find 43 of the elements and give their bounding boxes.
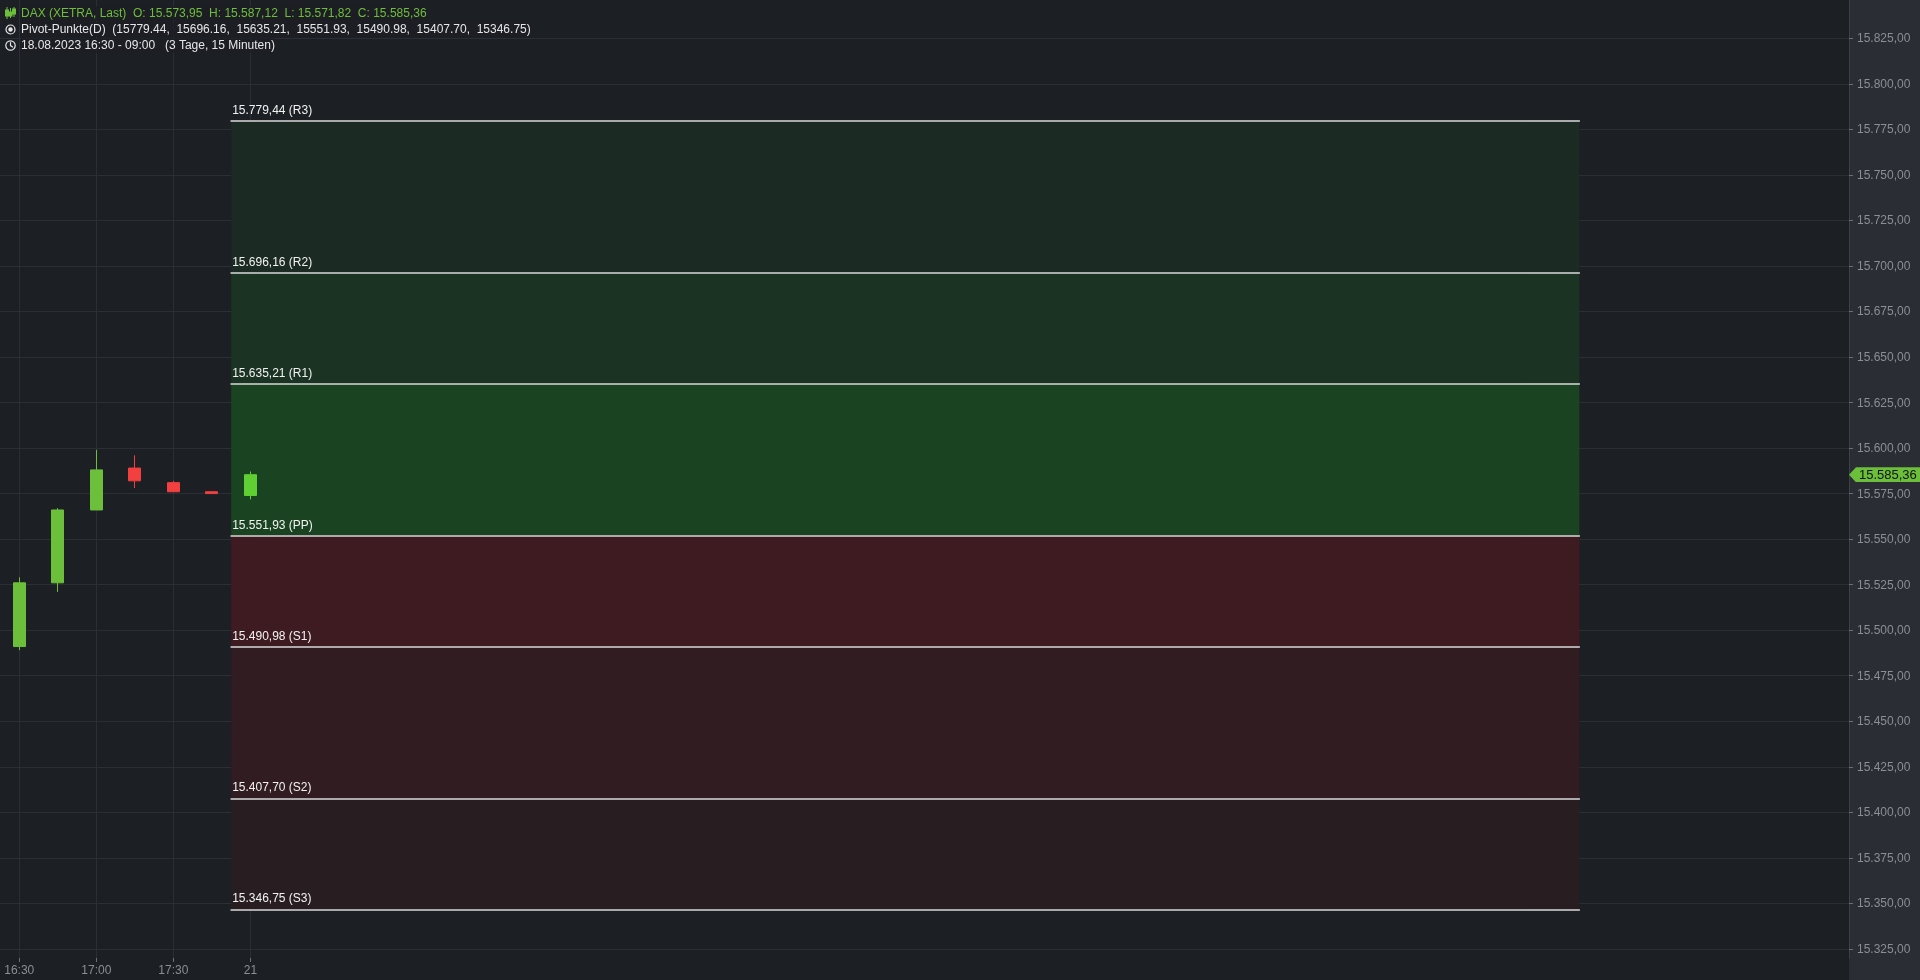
y-tick-label: 15.825,00: [1857, 31, 1911, 46]
x-tick-label: 16:30: [4, 963, 35, 977]
ref-line-label: 15.490,98 (S1): [232, 628, 312, 643]
y-tick-label: 15.750,00: [1857, 167, 1911, 182]
annotation: 18.08.2023 16:30 - 09:00 (3 Tage, 15 Minuten): [21, 37, 275, 53]
text: 15.585,36: [1849, 467, 1920, 483]
y-tick-label: 15.775,00: [1857, 122, 1911, 137]
candlestick: [128, 454, 141, 489]
y-tick-label: 15.400,00: [1857, 805, 1911, 820]
y-tick-label: 15.625,00: [1857, 395, 1911, 410]
y-tick-label: 15.425,00: [1857, 759, 1911, 774]
candlestick: [90, 449, 103, 511]
x-tick-label: 21: [243, 963, 258, 977]
ref-line-label: 15.635,21 (R1): [232, 365, 313, 380]
y-tick-label: 15.325,00: [1857, 941, 1911, 956]
y-tick-label: 15.675,00: [1857, 304, 1911, 319]
candlestick: [13, 576, 26, 651]
y-tick-label: 15.525,00: [1857, 577, 1911, 592]
candlestick: [244, 471, 257, 500]
y-tick-label: 15.700,00: [1857, 258, 1911, 273]
ref-line-label: 15.407,70 (S2): [232, 780, 312, 795]
x-tick-label: 17:30: [158, 963, 189, 977]
y-tick-label: 15.450,00: [1857, 714, 1911, 729]
y-tick-label: 15.800,00: [1857, 76, 1911, 91]
ref-line-label: 15.696,16 (R2): [232, 254, 313, 269]
candlestick: [205, 491, 218, 495]
text: DAX (XETRA, Last) O: 15.573,95 H: 15.587,12 L: 15.571,82 C: 15.585,36: [21, 5, 427, 21]
y-tick-label: 15.575,00: [1857, 486, 1911, 501]
y-tick-label: 15.475,00: [1857, 668, 1911, 683]
candlestick: [167, 480, 180, 493]
y-tick-label: 15.725,00: [1857, 213, 1911, 228]
y-tick-label: 15.650,00: [1857, 349, 1911, 364]
y-tick-label: 15.600,00: [1857, 441, 1911, 456]
y-tick-label: 15.350,00: [1857, 896, 1911, 911]
ref-line-label: 15.779,44 (R3): [232, 103, 313, 118]
ref-line-label: 15.346,75 (S3): [232, 891, 312, 906]
y-tick-label: 15.375,00: [1857, 850, 1911, 865]
x-tick-label: 17:00: [81, 963, 112, 977]
ref-line-label: 15.551,93 (PP): [232, 517, 313, 532]
y-tick-label: 15.550,00: [1857, 532, 1911, 547]
candlestick: [51, 507, 64, 593]
y-tick-label: 15.500,00: [1857, 623, 1911, 638]
text: Pivot-Punkte(D) (15779.44, 15696.16, 15635.21, 15551.93, 15490.98, 15407.70, 15346.75): [21, 21, 531, 37]
